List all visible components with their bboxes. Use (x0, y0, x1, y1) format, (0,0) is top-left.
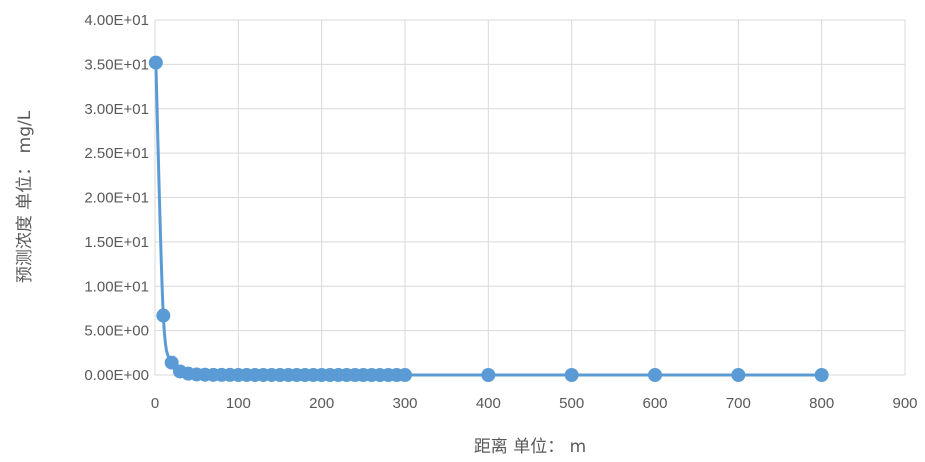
x-axis-title: 距离 单位： m (474, 437, 586, 457)
x-tick-label: 400 (476, 395, 501, 412)
y-axis-ticks: 0.00E+00 5.00E+00 1.00E+01 1.50E+01 2.00E+01… (84, 12, 149, 384)
gridlines (155, 20, 905, 375)
y-tick-label: 5.00E+00 (84, 323, 149, 340)
data-point (731, 368, 745, 382)
x-tick-label: 300 (392, 395, 417, 412)
y-tick-label: 0.00E+00 (84, 367, 149, 384)
x-tick-label: 700 (726, 395, 751, 412)
y-axis-title: 预测浓度 单位： mg/L (15, 110, 35, 283)
x-tick-label: 600 (642, 395, 667, 412)
y-tick-label: 2.00E+01 (84, 190, 149, 207)
x-axis-ticks: 0 100 200 300 400 500 600 700 800 900 (151, 395, 918, 412)
y-tick-label: 2.50E+01 (84, 145, 149, 162)
x-tick-label: 800 (809, 395, 834, 412)
y-tick-label: 1.00E+01 (84, 278, 149, 295)
data-point (648, 368, 662, 382)
x-tick-label: 100 (226, 395, 251, 412)
y-tick-label: 4.00E+01 (84, 12, 149, 29)
y-tick-label: 3.50E+01 (84, 56, 149, 73)
data-point (156, 309, 170, 323)
x-tick-label: 900 (892, 395, 917, 412)
data-point (815, 368, 829, 382)
x-tick-label: 200 (309, 395, 334, 412)
y-tick-label: 3.00E+01 (84, 101, 149, 118)
x-tick-label: 0 (151, 395, 159, 412)
data-point (565, 368, 579, 382)
data-point (481, 368, 495, 382)
x-tick-label: 500 (559, 395, 584, 412)
y-tick-label: 1.50E+01 (84, 234, 149, 251)
data-point (398, 368, 412, 382)
data-point (149, 56, 163, 70)
